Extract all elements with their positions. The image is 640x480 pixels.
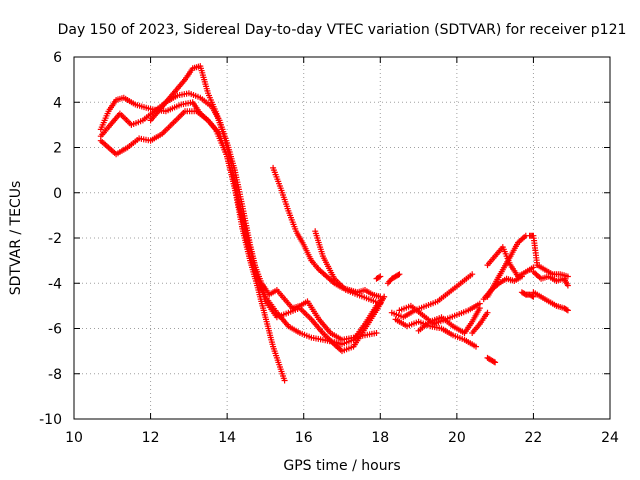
x-tick-label: 18 [371,430,389,446]
satellite-track-7 [388,271,476,321]
satellite-track-6-markers [312,228,384,307]
y-axis-label: SDTVAR / TECUs [8,181,24,296]
satellite-track-1-line [100,96,286,382]
y-tick-label: -10 [39,412,62,428]
satellite-track-5 [270,164,384,300]
satellite-track-15 [526,232,571,280]
satellite-track-6 [312,228,384,307]
satellite-track-21-markers [373,273,384,282]
satellite-track-18-markers [484,354,499,366]
y-tick-label: 0 [53,186,62,202]
x-axis-label: GPS time / hours [283,458,400,474]
satellite-track-17-markers [530,289,571,314]
satellite-track-9 [396,300,483,327]
x-tick-label: 16 [295,430,313,446]
chart-title: Day 150 of 2023, Sidereal Day-to-day VTE… [58,22,627,38]
satellite-track-11-markers [469,309,491,336]
x-tick-label: 10 [65,430,83,446]
satellite-track-1-markers [97,94,288,384]
satellite-track-14 [480,273,525,303]
satellite-track-19-markers [518,289,537,300]
y-tick-label: -8 [48,367,62,383]
satellite-track-21 [373,273,384,282]
y-tick-label: -4 [48,276,62,292]
y-tick-label: 2 [53,141,62,157]
satellite-track-8-markers [392,316,479,350]
satellite-track-5-markers [270,164,384,300]
satellite-track-20 [384,271,403,287]
satellite-track-15-markers [526,232,571,280]
satellite-track-16-markers [530,268,571,289]
satellite-track-1 [97,94,288,384]
x-tick-label: 14 [218,430,236,446]
y-tick-label: -2 [48,231,62,247]
satellite-track-14-markers [480,273,525,303]
x-tick-label: 22 [525,430,543,446]
y-tick-label: 6 [53,50,62,66]
satellite-track-16 [530,268,571,289]
satellite-track-13 [484,244,537,280]
y-tick-label: 4 [53,95,62,111]
satellite-track-17 [530,289,571,314]
y-tick-label: -6 [48,322,62,338]
x-tick-label: 12 [142,430,160,446]
satellite-track-4 [147,63,380,343]
data-series [97,63,571,384]
satellite-track-11 [469,309,491,336]
satellite-track-7-markers [388,271,476,321]
satellite-track-18 [484,354,499,366]
satellite-track-13-markers [484,244,537,280]
satellite-track-4-markers [147,63,380,343]
satellite-track-10-markers [415,305,483,336]
satellite-track-10 [415,305,483,336]
satellite-track-8 [392,316,479,350]
x-tick-label: 20 [448,430,466,446]
satellite-track-20-markers [384,271,403,287]
satellite-track-19 [518,289,537,300]
x-tick-label: 24 [601,430,619,446]
